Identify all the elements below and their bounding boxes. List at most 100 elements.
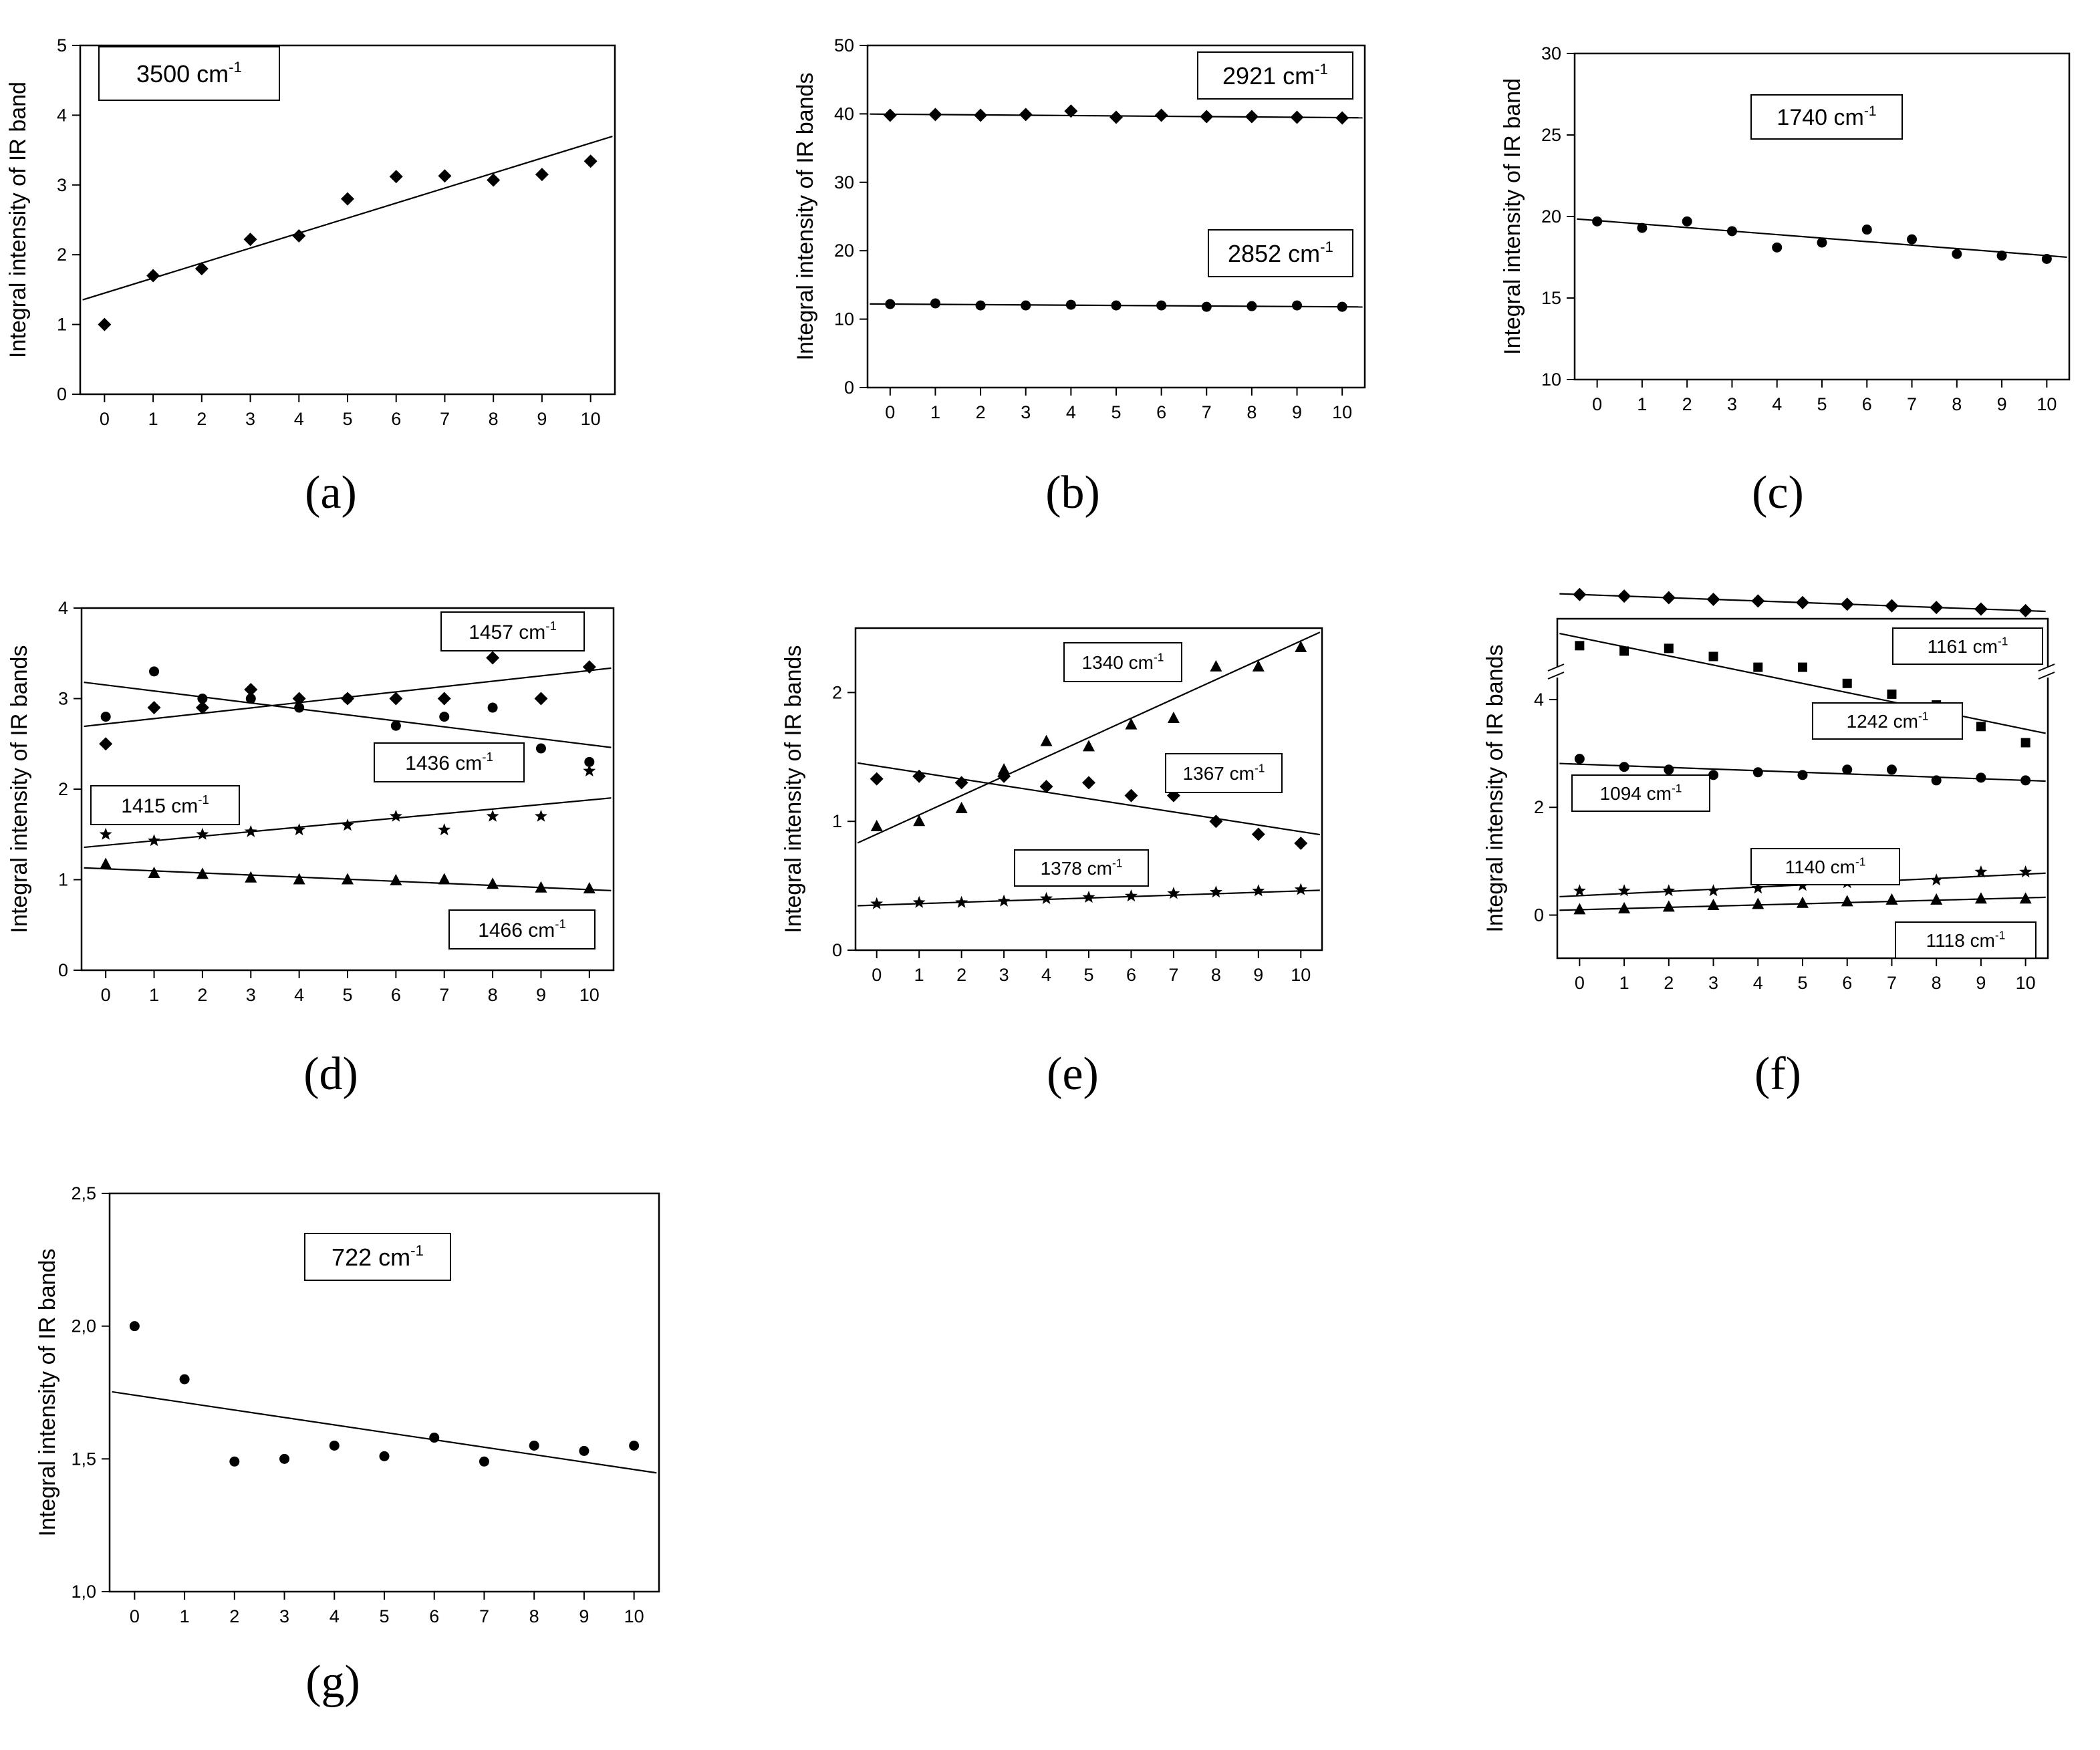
data-point — [534, 692, 548, 706]
x-tick-label: 3 — [1708, 973, 1718, 993]
y-tick-label: 0 — [832, 940, 842, 960]
data-point — [1840, 597, 1854, 611]
data-point — [486, 809, 499, 822]
series-label-superscript: -1 — [1320, 239, 1333, 255]
data-point — [229, 1456, 240, 1467]
data-point — [179, 1374, 190, 1384]
data-point — [148, 834, 161, 847]
axis-break-mark — [1547, 664, 1565, 672]
data-point — [1295, 640, 1307, 652]
data-point — [390, 873, 402, 885]
data-point — [1637, 223, 1648, 233]
series-label-base: 1242 cm — [1847, 711, 1918, 732]
data-point — [1751, 881, 1764, 894]
data-point — [1886, 764, 1897, 775]
x-tick-label: 3 — [1021, 402, 1031, 422]
data-point — [1887, 689, 1897, 699]
y-tick-label: 2,0 — [71, 1316, 96, 1336]
annotation-box — [1014, 849, 1149, 887]
series-circle — [870, 298, 1363, 312]
series-label-base: 1161 cm — [1928, 636, 1998, 657]
series-label: 1242 cm-1 — [1847, 709, 1929, 732]
x-tick-label: 3 — [245, 409, 255, 429]
series-label-superscript: -1 — [410, 1242, 424, 1259]
data-point — [1019, 108, 1033, 122]
series-diamond — [858, 762, 1320, 850]
data-point — [129, 1321, 140, 1332]
data-point — [1252, 660, 1265, 672]
data-point — [293, 823, 306, 836]
data-point — [243, 233, 257, 247]
data-point — [147, 701, 161, 715]
data-point — [438, 873, 450, 885]
data-point — [1682, 216, 1692, 227]
x-tick-label: 10 — [2016, 973, 2036, 993]
data-point — [148, 867, 160, 879]
data-point — [955, 895, 968, 908]
data-point — [146, 269, 160, 283]
x-tick-label: 4 — [1066, 402, 1076, 422]
y-tick-label: 2 — [58, 779, 68, 799]
data-point — [439, 712, 450, 722]
x-tick-label: 10 — [579, 985, 600, 1005]
y-tick-label: 0 — [844, 378, 854, 398]
series-label-superscript: -1 — [198, 792, 209, 807]
x-tick-label: 7 — [440, 409, 450, 429]
x-tick-label: 9 — [1997, 394, 2007, 414]
data-point — [1573, 903, 1586, 915]
x-tick-label: 4 — [294, 985, 304, 1005]
annotation-box — [1812, 702, 1963, 740]
y-tick-label: 10 — [1541, 370, 1561, 390]
y-tick-label: 0 — [58, 960, 68, 980]
series-label: 1118 cm-1 — [1926, 928, 2006, 951]
y-axis-label: Integral intensity of IR bands — [7, 645, 32, 933]
series-label: 1140 cm-1 — [1785, 855, 1866, 877]
x-tick-label: 9 — [1253, 965, 1263, 985]
data-point — [1111, 300, 1122, 311]
chart-panel-e: 0 1 2 3 4 5 6 7 8 9 10 0 1 2 Integral intensity of IR … — [781, 627, 1323, 1100]
data-point — [535, 168, 549, 182]
x-tick-label: 2 — [1664, 973, 1674, 993]
x-tick-label: 1 — [148, 409, 158, 429]
x-tick-label: 7 — [479, 1606, 489, 1626]
x-tick-label: 1 — [914, 965, 924, 985]
x-tick-label: 2 — [196, 409, 207, 429]
y-tick-label: 15 — [1541, 288, 1561, 308]
data-point — [1931, 775, 1942, 786]
data-point — [1797, 896, 1809, 908]
data-point — [1662, 900, 1675, 912]
series-label-base: 1378 cm — [1041, 858, 1112, 879]
data-point — [487, 702, 498, 713]
series-label: 1415 cm-1 — [121, 792, 209, 817]
data-point — [342, 873, 354, 885]
y-tick-label: 25 — [1541, 125, 1561, 145]
x-tick-label: 7 — [1887, 973, 1897, 993]
data-point — [1040, 891, 1053, 904]
data-point — [1952, 249, 1962, 259]
data-point — [1974, 892, 1987, 904]
data-point — [1082, 776, 1095, 790]
series-label-superscript: -1 — [1315, 61, 1328, 78]
data-point — [1796, 595, 1809, 609]
series-label-base: 1466 cm — [478, 919, 555, 941]
series-label-superscript: -1 — [1112, 856, 1122, 869]
data-point — [1167, 887, 1180, 899]
series-label: 1094 cm-1 — [1600, 781, 1682, 804]
data-point — [1662, 591, 1676, 605]
series-diamond — [82, 136, 613, 331]
data-point — [1294, 883, 1307, 895]
x-tick-label: 0 — [101, 985, 111, 1005]
series-label: 2852 cm-1 — [1228, 239, 1333, 267]
annotation-box — [304, 1233, 451, 1281]
series-label-base: 2921 cm — [1222, 62, 1315, 90]
data-point — [1841, 895, 1853, 907]
y-tick-label: 1 — [832, 811, 842, 831]
series-label-superscript: -1 — [229, 59, 242, 76]
data-point — [1167, 711, 1180, 723]
x-tick-label: 8 — [1932, 973, 1942, 993]
data-point — [245, 694, 256, 704]
data-point — [1209, 815, 1223, 829]
y-tick-label: 20 — [1541, 206, 1561, 227]
x-tick-label: 4 — [1753, 973, 1763, 993]
x-tick-label: 3 — [279, 1606, 289, 1626]
